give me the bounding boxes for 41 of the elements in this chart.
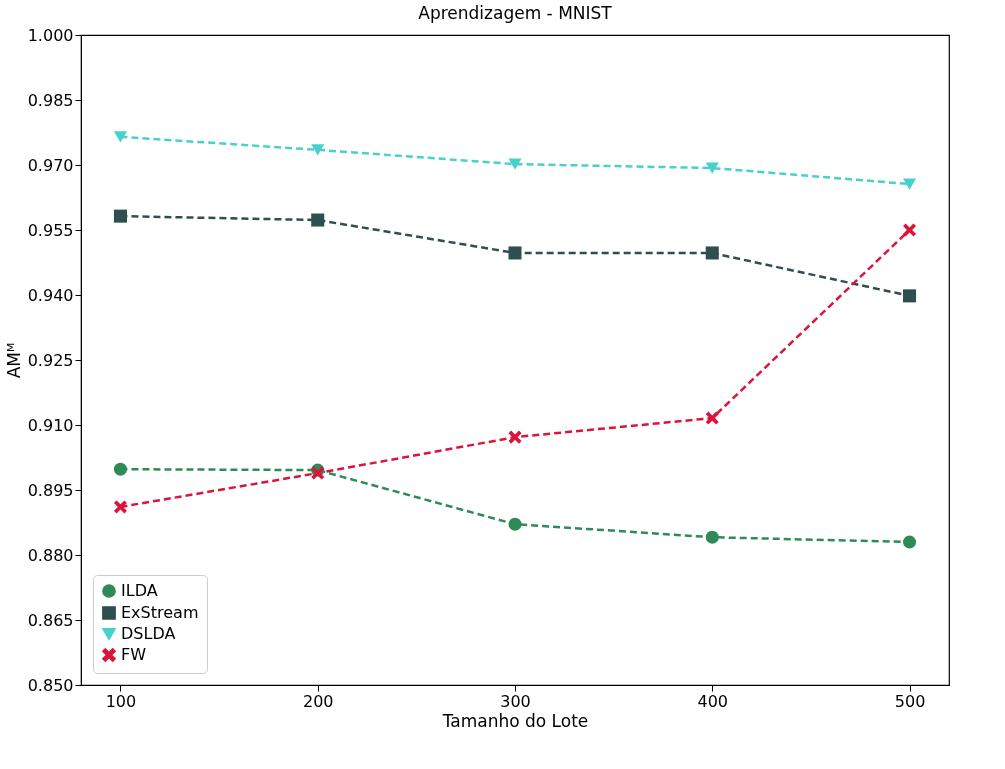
point <box>311 144 325 156</box>
y-tick-label: 0.865 <box>27 610 74 630</box>
point <box>705 162 719 174</box>
point <box>508 158 522 170</box>
legend-label: ILDA <box>121 581 158 600</box>
y-tick-label: 0.895 <box>27 480 74 500</box>
point <box>903 535 917 549</box>
y-tick-label: 0.910 <box>27 415 74 435</box>
legend-label: ExStream <box>121 603 199 622</box>
x-tick-label: 300 <box>500 691 531 711</box>
point <box>508 430 522 444</box>
y-axis-title: AMᴹ <box>3 342 24 379</box>
point <box>113 131 127 143</box>
y-tick-label: 0.925 <box>27 350 74 370</box>
y-tick-label: 0.985 <box>27 90 74 110</box>
y-tick-label: 0.850 <box>27 675 74 695</box>
x-tick-label: 100 <box>105 691 137 711</box>
point <box>705 530 719 544</box>
point <box>113 500 127 514</box>
point <box>903 178 917 190</box>
y-tick-label: 0.970 <box>27 155 74 175</box>
point <box>311 213 325 227</box>
legend-label: FW <box>121 645 147 664</box>
point <box>903 223 917 237</box>
point <box>705 246 719 260</box>
x-axis-title: Tamanho do Lote <box>441 710 589 731</box>
x-tick-label: 500 <box>894 691 926 711</box>
y-tick-label: 0.940 <box>27 285 74 305</box>
chart-title: Aprendizagem - MNIST <box>418 3 613 23</box>
x-tick-label: 200 <box>302 691 334 711</box>
y-tick-label: 0.955 <box>27 220 74 240</box>
point <box>113 462 127 476</box>
point <box>508 517 522 531</box>
y-tick-label: 0.880 <box>27 545 74 565</box>
y-tick-label: 1.000 <box>27 25 74 45</box>
point <box>705 411 719 425</box>
point <box>508 246 522 260</box>
point <box>903 289 917 303</box>
x-tick-label: 400 <box>697 691 729 711</box>
legend-label: DSLDA <box>121 624 176 643</box>
point <box>113 209 127 223</box>
